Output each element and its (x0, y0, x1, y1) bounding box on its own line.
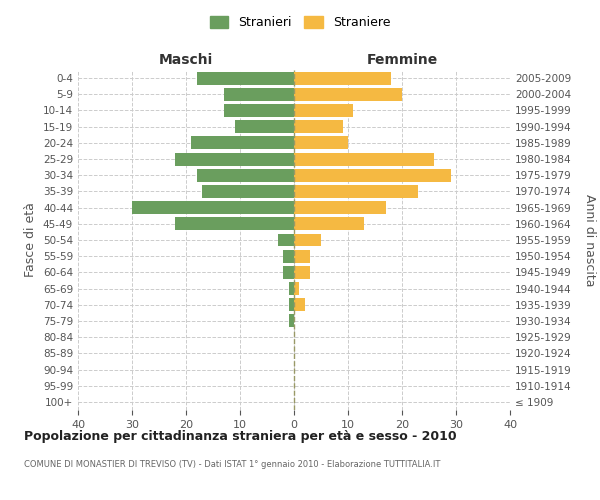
Bar (191, 136, 294, 149)
Bar (278, 234, 294, 246)
Bar (202, 185, 294, 198)
Bar (294, 218, 364, 230)
Bar (235, 120, 294, 133)
Bar (294, 104, 353, 117)
Text: COMUNE DI MONASTIER DI TREVISO (TV) - Dati ISTAT 1° gennaio 2010 - Elaborazione : COMUNE DI MONASTIER DI TREVISO (TV) - Da… (24, 460, 440, 469)
Bar (294, 201, 386, 214)
Bar (294, 169, 451, 181)
Bar (294, 266, 310, 279)
Legend: Stranieri, Straniere: Stranieri, Straniere (205, 11, 395, 34)
Bar (294, 120, 343, 133)
Bar (175, 218, 294, 230)
Bar (294, 298, 305, 311)
Text: Popolazione per cittadinanza straniera per età e sesso - 2010: Popolazione per cittadinanza straniera p… (24, 430, 457, 443)
Bar (197, 72, 294, 85)
Bar (283, 266, 294, 279)
Bar (294, 88, 402, 101)
Bar (294, 152, 434, 166)
Y-axis label: Anni di nascita: Anni di nascita (583, 194, 596, 286)
Bar (289, 282, 294, 295)
Bar (294, 136, 348, 149)
Bar (289, 314, 294, 328)
Bar (132, 201, 294, 214)
Bar (224, 88, 294, 101)
Bar (294, 185, 418, 198)
Y-axis label: Fasce di età: Fasce di età (25, 202, 37, 278)
Bar (294, 282, 299, 295)
Bar (175, 152, 294, 166)
Text: Femmine: Femmine (367, 52, 437, 66)
Bar (197, 169, 294, 181)
Bar (289, 298, 294, 311)
Bar (294, 72, 391, 85)
Bar (283, 250, 294, 262)
Bar (224, 104, 294, 117)
Bar (294, 234, 321, 246)
Text: Maschi: Maschi (159, 52, 213, 66)
Bar (294, 250, 310, 262)
